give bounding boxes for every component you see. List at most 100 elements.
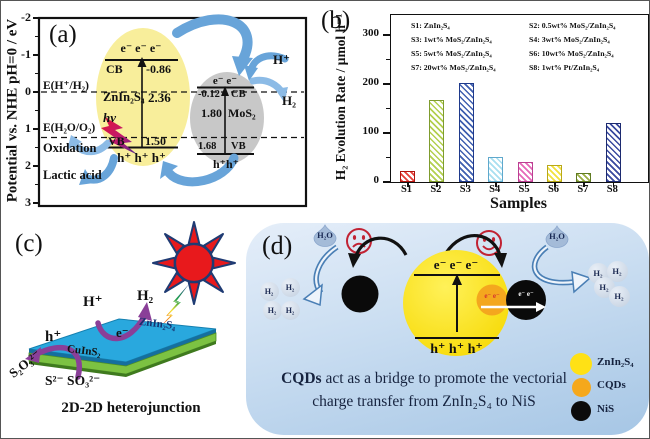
x-tick-label-S6: S6: [547, 184, 560, 195]
h-plus-label-c: H⁺: [83, 294, 103, 310]
d-legend-label-0: ZnIn₂S₄: [597, 356, 634, 368]
panel-d-graphics: [302, 224, 592, 356]
d-legend-swatch-1: [571, 377, 591, 397]
sad-face-eye: [352, 235, 357, 240]
panel-b-y-axis-label: H₂ Evolution Rate / μmol h⁻¹: [333, 13, 348, 181]
lactic-arrowhead: [79, 169, 94, 185]
legend-entry-S1: S1: ZnIn₂S₄: [411, 21, 450, 30]
mos2-name: MoS₂: [228, 106, 256, 120]
panel-a-graphics: [37, 14, 308, 208]
x-tick-label-S1: S1: [400, 184, 413, 195]
znin-holes: h⁺ h⁺ h⁺: [117, 150, 166, 165]
legend-entry-S4: S4: 3wt% MoS₂/ZnIn₂S₄: [529, 35, 610, 44]
h2o-label-right: H₂O: [549, 231, 565, 241]
hole-transfer-arrow: [164, 153, 239, 187]
bar-S6: [547, 165, 562, 182]
legend-entry-S2: S2: 0.5wt% MoS₂/ZnIn₂S₄: [529, 21, 616, 30]
lactic-arrow: [85, 154, 118, 184]
y-tick: [383, 132, 391, 134]
hv-label: hν: [103, 110, 116, 125]
electron-label-c: e⁻: [116, 325, 129, 340]
d-legend-swatch-0: [570, 353, 592, 375]
h2-bubble: H₂: [280, 277, 300, 297]
h2o-label-left: H₂O: [317, 230, 333, 240]
znin-vb-label: VB: [108, 134, 125, 148]
caption-bold-word: CQDs: [281, 370, 322, 387]
sun-ray: [152, 256, 176, 270]
panel-c-graphics: [25, 221, 236, 380]
nis-electrons-label: e⁻ e⁻: [518, 290, 534, 298]
legend-entry-S8: S8: 1wt% Pt/ZnIn₂S₄: [529, 63, 600, 72]
mos2-vb-label: VB: [231, 141, 246, 152]
proton-reduction-arrow: [95, 312, 148, 342]
bar-S2: [429, 100, 445, 182]
oxidation-arrow: [72, 139, 112, 156]
oxidation-arrow-c: [32, 344, 82, 380]
proton-in-arrowhead: [244, 65, 258, 81]
caption-line2: charge transfer from ZnIn₂S₄ to NiS: [312, 393, 536, 410]
h2-label-a: H₂: [282, 93, 297, 108]
x-tick-label-S7: S7: [577, 184, 589, 195]
hole-label-c: h⁺: [45, 329, 62, 345]
a-tick-label: 2: [25, 158, 31, 172]
panel-c-caption: 2D-2D heterojunction: [61, 400, 201, 416]
nis-left-circle: [341, 275, 379, 313]
y-tick: [383, 181, 391, 183]
h2-bubble: H₂: [259, 281, 279, 301]
bar-chart-plot-area: [383, 14, 649, 187]
a-tick-label: -1: [21, 47, 31, 61]
bar-chart-legend: S1: ZnIn₂S₄ S2: 0.5wt% MoS₂/ZnIn₂S₄ S3: 1w…: [411, 21, 647, 72]
d-legend-label-2: NiS: [597, 403, 615, 415]
electron-transfer-arrow: [172, 14, 253, 66]
sad-face-eye: [361, 235, 366, 240]
a-tick: [33, 128, 39, 130]
o2-level-label: E(H₂O/O₂): [43, 122, 96, 134]
bar-S8: [605, 123, 621, 182]
x-tick-S7: [583, 182, 585, 187]
mos2-ellipse: [190, 72, 264, 164]
mos2-bandgap-arrowhead: [221, 86, 229, 96]
a-tick-label: -2: [21, 10, 31, 24]
panel-a-label: (a): [49, 21, 77, 48]
nis-right-circle: [506, 280, 546, 320]
x-tick-S2: [436, 182, 438, 187]
panel-c: (c) H⁺ H₂ e⁻ ZnIn₂S₄ h⁺ CuInS₂ S₂O₃²⁻ S²…: [1, 216, 246, 438]
legend-entry-S3: S3: 1wt% MoS₂/ZnIn₂S₄: [411, 35, 492, 44]
panel-d: (d) H₂O H₂O e⁻ e⁻ e⁻ h⁺ h⁺ h⁺ e⁻ e⁻ e⁻ e…: [244, 221, 649, 438]
panel-d-label: (d): [262, 231, 293, 260]
h2-evolution-arrowhead-right: [571, 270, 592, 294]
blocked-transfer-arrowhead: [348, 253, 361, 268]
mos2-vb-value: 1.68: [198, 141, 217, 152]
y-tick: [383, 83, 391, 85]
x-tick-S5: [524, 182, 527, 187]
a-tick-label: 1: [25, 121, 31, 135]
mos2-cb-value: -0.12: [198, 89, 220, 100]
y-tick-label: 100: [362, 125, 380, 137]
y-tick-label: 200: [362, 76, 380, 88]
plot-frame: [37, 16, 308, 208]
water-droplet-left-icon: [313, 224, 337, 247]
legend-entry-S5: S5: 5wt% MoS₂/ZnIn₂S₄: [411, 49, 492, 58]
h-plus-label-a: H⁺: [273, 52, 290, 67]
znin-bandgap-arrowhead: [137, 57, 147, 67]
sun-ray: [187, 221, 201, 245]
znin-electrons-d: e⁻ e⁻ e⁻: [433, 257, 479, 272]
y-minor-tick: [386, 107, 391, 110]
oxidation-arrowhead: [67, 135, 82, 150]
x-tick-S1: [407, 182, 409, 187]
s2-so3-label: S²⁻ SO₃²⁻: [45, 373, 101, 388]
lactic-acid-label: Lactic acid: [43, 168, 102, 182]
h2-bubble: H₂: [608, 285, 630, 307]
water-droplet-right-icon: [545, 225, 569, 248]
h2-level-label: E(H⁺/H₂): [43, 80, 89, 92]
a-minor-tick: [35, 146, 39, 149]
a-tick: [33, 54, 39, 56]
panel-d-caption: CQDs act as a bridge to promote the vect…: [264, 367, 584, 413]
x-tick-S8: [612, 182, 615, 187]
y-tick: [383, 34, 391, 36]
znin-holes-d: h⁺ h⁺ h⁺: [430, 342, 483, 357]
znin-name: ZnIn₂S₄: [103, 90, 145, 104]
h2-out-arrowhead: [275, 87, 288, 102]
sun-ray: [187, 281, 201, 305]
